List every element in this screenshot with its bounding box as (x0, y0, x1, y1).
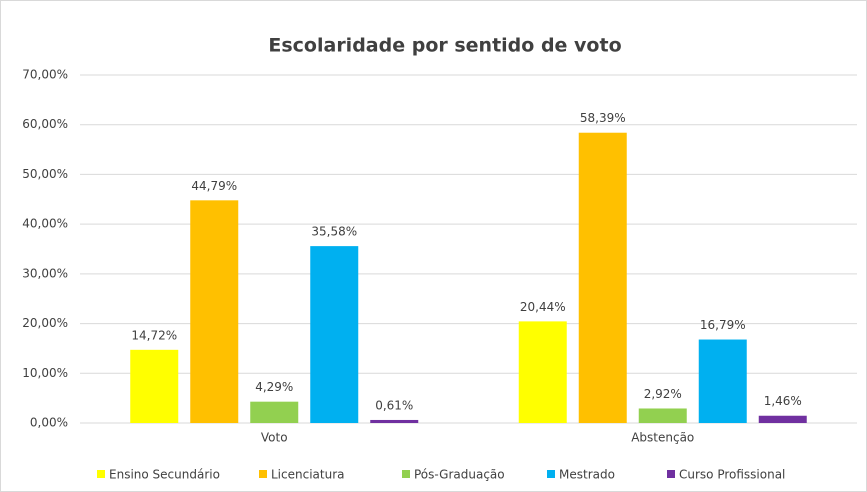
legend-swatch (547, 470, 555, 478)
data-label: 2,92% (644, 387, 682, 401)
y-tick-label: 60,00% (22, 117, 68, 131)
y-tick-label: 30,00% (22, 266, 68, 280)
legend-label: Mestrado (559, 468, 615, 482)
y-tick-label: 0,00% (30, 416, 68, 430)
legend-swatch (667, 470, 675, 478)
bar (250, 401, 299, 423)
bar (758, 415, 807, 423)
y-tick-label: 50,00% (22, 167, 68, 181)
data-label: 16,79% (700, 318, 746, 332)
bar (130, 349, 179, 423)
data-label: 58,39% (580, 111, 626, 125)
data-label: 20,44% (520, 300, 566, 314)
y-tick-label: 20,00% (22, 316, 68, 330)
legend-swatch (259, 470, 267, 478)
y-tick-label: 10,00% (22, 366, 68, 380)
bar (698, 339, 747, 423)
data-label: 35,58% (311, 225, 357, 239)
y-tick-label: 70,00% (22, 68, 68, 82)
bar (578, 132, 627, 423)
legend-label: Ensino Secundário (109, 468, 220, 482)
chart-title: Escolaridade por sentido de voto (268, 35, 621, 57)
data-label: 44,79% (191, 179, 237, 193)
data-label: 0,61% (375, 398, 413, 412)
legend-label: Licenciatura (271, 468, 345, 482)
bar (518, 321, 567, 423)
x-tick-label: Voto (261, 431, 288, 445)
data-label: 1,46% (764, 394, 802, 408)
legend-label: Pós-Graduação (414, 468, 505, 482)
bar (310, 246, 359, 423)
data-label: 14,72% (131, 328, 177, 342)
legend-swatch (402, 470, 410, 478)
data-label: 4,29% (255, 380, 293, 394)
x-tick-label: Abstenção (631, 431, 694, 445)
bar (190, 200, 239, 423)
bar (370, 419, 419, 423)
legend-label: Curso Profissional (679, 468, 785, 482)
y-tick-label: 40,00% (22, 217, 68, 231)
legend-swatch (97, 470, 105, 478)
bar (638, 408, 687, 423)
